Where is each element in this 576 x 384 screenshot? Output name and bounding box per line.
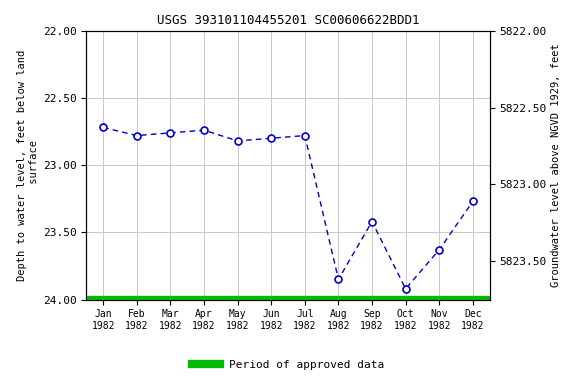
Title: USGS 393101104455201 SC00606622BDD1: USGS 393101104455201 SC00606622BDD1 <box>157 14 419 27</box>
Y-axis label: Groundwater level above NGVD 1929, feet: Groundwater level above NGVD 1929, feet <box>551 43 561 287</box>
Legend: Period of approved data: Period of approved data <box>188 356 388 375</box>
Y-axis label: Depth to water level, feet below land
 surface: Depth to water level, feet below land su… <box>17 50 39 281</box>
